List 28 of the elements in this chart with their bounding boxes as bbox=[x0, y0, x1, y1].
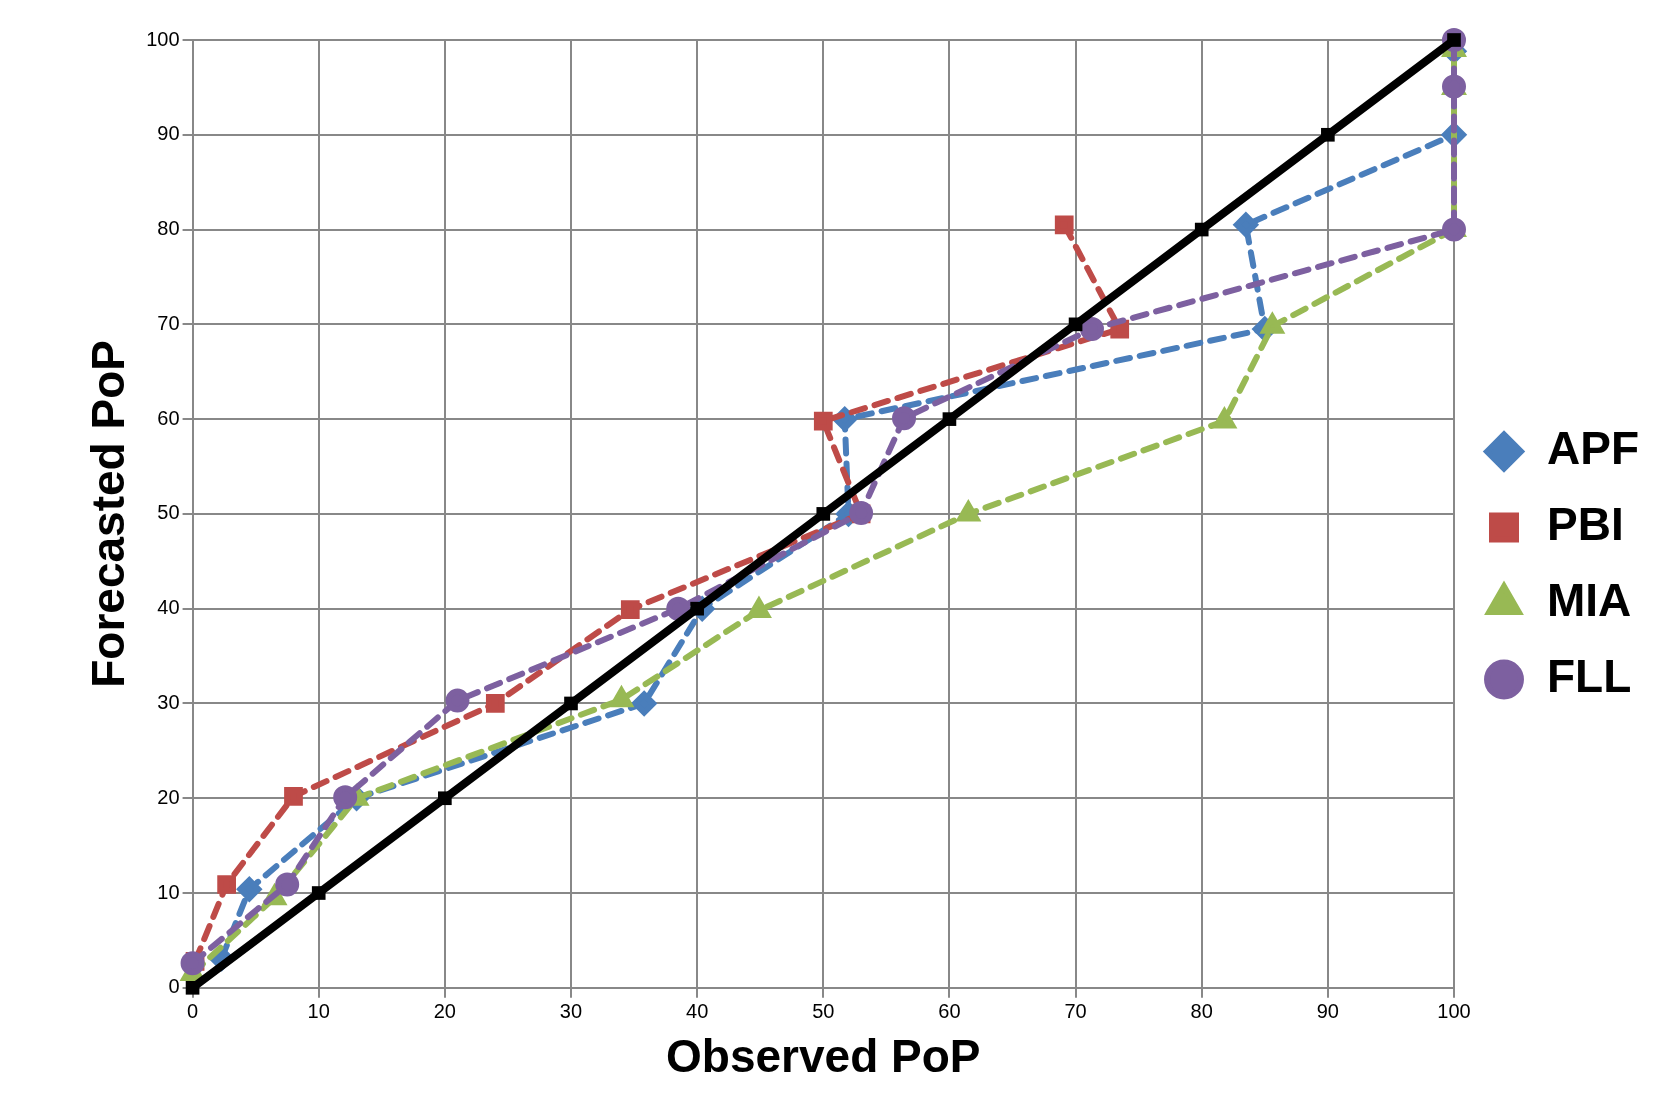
x-tick-label: 40 bbox=[686, 1000, 709, 1023]
legend-label: APF bbox=[1547, 422, 1639, 475]
x-tick-label: 20 bbox=[433, 1000, 456, 1023]
x-tick-label: 100 bbox=[1437, 1000, 1471, 1023]
y-tick-label: 90 bbox=[157, 122, 180, 145]
y-tick-label: 0 bbox=[168, 975, 180, 998]
x-tick-label: 80 bbox=[1190, 1000, 1213, 1023]
y-tick-label: 80 bbox=[157, 217, 180, 240]
x-tick-label: 60 bbox=[938, 1000, 961, 1023]
x-tick-label: 70 bbox=[1064, 1000, 1087, 1023]
y-tick-label: 60 bbox=[157, 406, 180, 429]
y-tick-label: 50 bbox=[157, 501, 180, 524]
x-tick-label: 10 bbox=[307, 1000, 330, 1023]
x-tick-label: 90 bbox=[1316, 1000, 1339, 1023]
legend-label: PBI bbox=[1547, 498, 1624, 551]
y-tick-label: 30 bbox=[157, 690, 180, 713]
y-tick-label: 10 bbox=[157, 880, 180, 903]
legend-label: FLL bbox=[1547, 650, 1632, 703]
y-tick-label: 100 bbox=[146, 27, 180, 50]
x-tick-label: 30 bbox=[559, 1000, 583, 1023]
x-axis-title: Observed PoP bbox=[666, 1030, 981, 1083]
y-tick-label: 70 bbox=[157, 311, 180, 334]
legend-label: MIA bbox=[1547, 574, 1632, 627]
x-tick-label: 0 bbox=[187, 1000, 199, 1023]
y-tick-label: 40 bbox=[157, 596, 180, 619]
x-tick-label: 50 bbox=[812, 1000, 835, 1023]
y-axis-title: Forecasted PoP bbox=[82, 340, 135, 688]
y-tick-label: 20 bbox=[157, 785, 180, 808]
